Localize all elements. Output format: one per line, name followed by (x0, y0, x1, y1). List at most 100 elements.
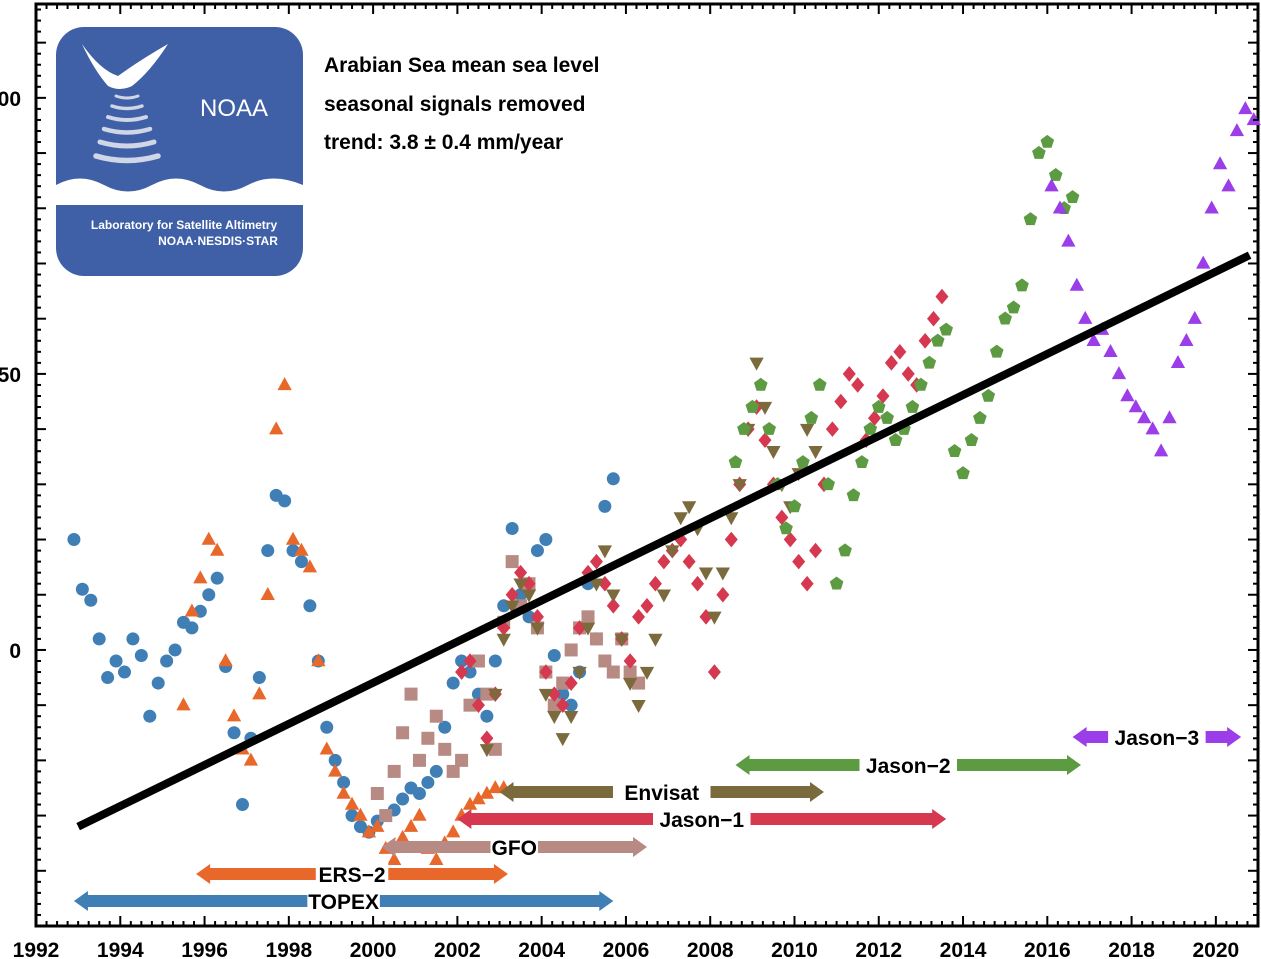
data-point (947, 444, 962, 457)
data-point (235, 798, 249, 812)
data-point (1187, 310, 1202, 324)
noaa-logo: NOAA Laboratory for Satellite Altimetry … (56, 27, 303, 276)
span-label-bg (307, 888, 380, 914)
data-point (1103, 344, 1118, 358)
data-point (880, 410, 894, 424)
data-point (724, 531, 738, 548)
data-point (1006, 300, 1021, 314)
data-point (927, 310, 941, 327)
data-point (176, 697, 191, 711)
data-point (556, 676, 570, 690)
data-point (471, 697, 485, 713)
data-point (438, 720, 452, 734)
data-point (918, 332, 932, 349)
noaa-lab-line2: NOAA·NESDIS·STAR (158, 234, 278, 248)
data-point (328, 763, 343, 777)
data-point (623, 653, 637, 669)
trend-line (76, 251, 1252, 831)
data-point (556, 697, 570, 713)
span-label: ERS−2 (318, 864, 385, 887)
data-point (783, 531, 797, 548)
data-point (396, 726, 410, 740)
data-point (1065, 190, 1080, 204)
data-point (1032, 145, 1046, 159)
data-point (126, 632, 140, 646)
data-point (842, 366, 856, 382)
data-point (134, 648, 148, 662)
data-point (787, 499, 802, 513)
data-point (1015, 278, 1029, 292)
data-point (1221, 178, 1236, 192)
data-point (193, 570, 208, 584)
y-tick-label: 50 (0, 364, 21, 387)
data-point (269, 421, 284, 435)
data-point (429, 709, 443, 723)
series-envisat (479, 357, 823, 758)
data-point (825, 421, 839, 437)
data-point (707, 611, 722, 625)
data-point (792, 553, 806, 570)
data-point (1212, 156, 1228, 170)
data-point (597, 545, 613, 559)
noaa-bird-icon (82, 44, 168, 89)
data-point (1111, 366, 1127, 380)
data-point (429, 851, 444, 865)
data-point (319, 741, 334, 755)
data-point (838, 543, 852, 557)
data-point (639, 666, 655, 680)
data-point (998, 311, 1012, 325)
data-point (1145, 421, 1160, 435)
data-point (758, 432, 772, 448)
data-point (893, 344, 907, 360)
data-point (547, 711, 562, 725)
data-point (606, 589, 621, 603)
data-point (589, 578, 604, 592)
data-point (218, 653, 233, 667)
annotation-line-3: trend: 3.8 ± 0.4 mm/year (324, 131, 563, 154)
data-point (800, 575, 814, 592)
data-point (775, 509, 789, 526)
data-point (648, 633, 663, 647)
data-point (278, 494, 292, 508)
data-point (1238, 101, 1253, 115)
data-point (311, 653, 326, 667)
data-point (370, 818, 385, 832)
data-point (682, 553, 696, 570)
data-point (438, 742, 452, 756)
data-point (412, 753, 426, 767)
axis-ticks: 1992 1994 1996 1998 2000 2002 2004 2006 2008 2010… (0, 4, 1259, 959)
data-point (732, 479, 747, 493)
data-point (496, 633, 511, 647)
data-point (981, 388, 996, 402)
data-point (901, 366, 915, 382)
span-label-bg (859, 752, 958, 778)
data-point (922, 355, 937, 369)
data-point (598, 654, 612, 668)
data-point (243, 752, 259, 766)
data-point (463, 653, 477, 669)
data-point (1044, 178, 1059, 192)
data-point (707, 664, 721, 680)
data-point (745, 399, 760, 413)
data-point (252, 671, 266, 685)
data-point (606, 597, 620, 614)
data-point (92, 632, 106, 646)
noaa-agency-text: NOAA (200, 95, 268, 122)
mission-span-gfo: GFO (381, 834, 647, 860)
data-point (1196, 255, 1211, 269)
data-point (455, 664, 469, 680)
data-point (446, 676, 460, 690)
data-point (724, 512, 739, 526)
x-tick-label: 2004 (518, 939, 565, 959)
data-point (412, 786, 426, 800)
data-point (580, 622, 596, 636)
data-point (935, 288, 949, 305)
series-ers-2 (176, 377, 511, 865)
data-point (446, 824, 461, 838)
data-point (522, 610, 536, 624)
mission-span-jason-2: Jason−2 (735, 752, 1082, 778)
data-point (1204, 200, 1219, 214)
data-point (505, 555, 519, 569)
span-label-bg (653, 806, 751, 832)
data-point (1023, 212, 1038, 226)
